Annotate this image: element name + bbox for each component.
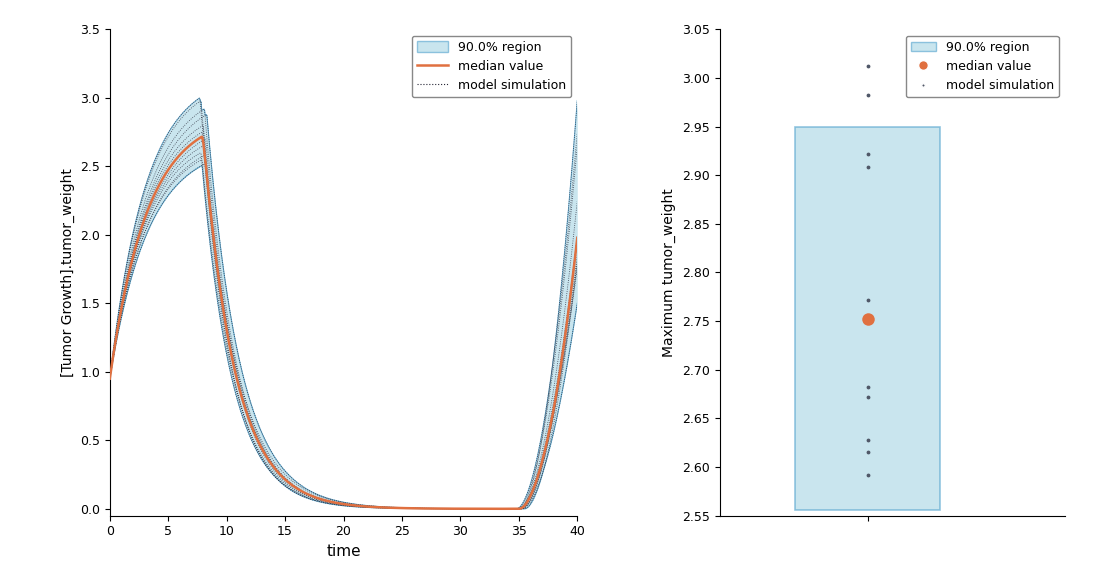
Legend: 90.0% region, median value, model simulation: 90.0% region, median value, model simula… xyxy=(906,36,1058,97)
X-axis label: time: time xyxy=(326,544,361,559)
Y-axis label: [Tumor Growth].tumor_weight: [Tumor Growth].tumor_weight xyxy=(60,168,75,377)
Legend: 90.0% region, median value, model simulation: 90.0% region, median value, model simula… xyxy=(412,36,571,97)
Bar xyxy=(795,127,940,510)
Y-axis label: Maximum tumor_weight: Maximum tumor_weight xyxy=(662,188,676,357)
